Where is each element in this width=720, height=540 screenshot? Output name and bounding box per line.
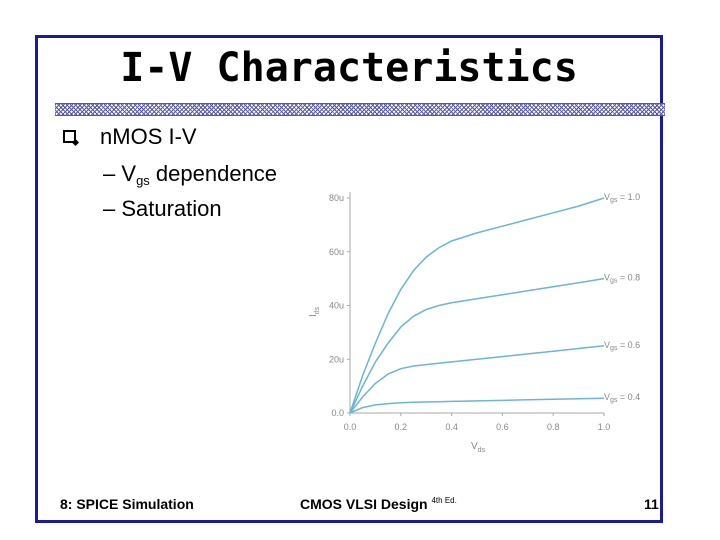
x-tick-label: 0.0 <box>344 422 357 432</box>
v-symbol: V <box>121 161 137 186</box>
bullet-vgs-dependence: – Vgs dependence <box>103 161 277 190</box>
series-label-3: Vgs = 0.4 <box>604 392 640 404</box>
title-rule <box>55 103 665 116</box>
x-tick-label: 0.8 <box>547 422 560 432</box>
bullet-nmos-prefix: n <box>100 124 113 149</box>
y-axis-label: Ids <box>308 306 321 317</box>
series-line-1 <box>349 277 605 414</box>
bullet-nmos: nMOS I-V <box>100 124 197 150</box>
series-line-0 <box>349 197 605 414</box>
bullet-q-icon <box>63 130 76 143</box>
y-tick-label: 80u <box>329 193 344 203</box>
y-tick-label: 0.0 <box>331 408 344 418</box>
footer-course-title: CMOS VLSI Design <box>300 496 428 512</box>
bullet-nmos-text: MOS I-V <box>112 124 197 149</box>
series-label-2: Vgs = 0.6 <box>604 340 640 352</box>
series-label-0: Vgs = 1.0 <box>604 192 640 204</box>
x-tick-label: 0.2 <box>395 422 408 432</box>
y-tick-label: 40u <box>329 301 344 311</box>
footer-chapter: 8: SPICE Simulation <box>60 496 194 512</box>
slide-title: I-V Characteristics <box>120 45 578 91</box>
series-line-3 <box>349 397 605 414</box>
footer-page-number: 11 <box>644 496 659 512</box>
slide-frame <box>35 35 663 523</box>
series-line-2 <box>349 345 605 414</box>
footer-course: CMOS VLSI Design 4th Ed. <box>300 496 457 512</box>
series-label-1: Vgs = 0.8 <box>604 273 640 285</box>
y-tick-label: 20u <box>329 354 344 364</box>
x-tick-label: 0.6 <box>496 422 509 432</box>
x-tick-label: 1.0 <box>598 422 611 432</box>
x-tick-label: 0.4 <box>445 422 458 432</box>
x-axis-label: Vds <box>471 441 486 454</box>
y-tick-label: 60u <box>329 247 344 257</box>
gs-subscript: gs <box>136 173 150 188</box>
footer-edition: 4th Ed. <box>431 496 457 505</box>
bullet-saturation: – Saturation <box>103 196 222 221</box>
dependence-text: dependence <box>155 161 278 186</box>
dash: – <box>103 161 116 186</box>
